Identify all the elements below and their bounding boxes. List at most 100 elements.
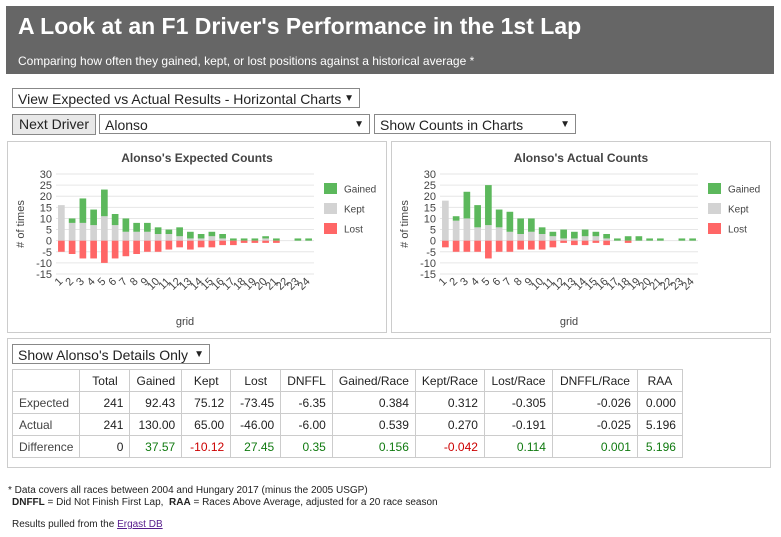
bar-gained: [581, 229, 589, 237]
table-cell: 0.384: [331, 391, 416, 414]
legend-swatch: [324, 223, 337, 234]
table-header: DNFFL: [280, 369, 333, 392]
x-tick-label: 8: [512, 276, 525, 289]
bar-kept: [463, 218, 471, 241]
chart-title: Alonso's Actual Counts: [514, 151, 649, 165]
x-tick-label: 2: [63, 276, 76, 289]
driver-select[interactable]: Alonso ▼: [99, 114, 370, 134]
table-cell: 130.00: [129, 413, 183, 436]
bar-gained: [165, 229, 173, 234]
table-cell: -0.305: [483, 391, 553, 414]
legend-label: Lost: [344, 225, 363, 236]
y-tick-label: 25: [40, 180, 52, 192]
table-cell: -0.042: [414, 435, 485, 458]
y-tick-label: 30: [40, 169, 52, 181]
table-cell: 0.312: [414, 391, 485, 414]
bar-lost: [262, 240, 269, 243]
bar-lost: [517, 240, 524, 250]
counts-select[interactable]: Show Counts in Charts ▼: [374, 114, 576, 134]
table-cell: -0.191: [483, 413, 553, 436]
page-subtitle: Comparing how often they gained, kept, o…: [18, 54, 475, 68]
bar-gained: [90, 209, 97, 226]
legend-swatch: [324, 203, 337, 214]
bar-lost: [90, 240, 97, 259]
table-header: [11, 369, 81, 392]
details-select[interactable]: Show Alonso's Details Only ▼: [12, 344, 210, 364]
bar-gained: [624, 236, 632, 241]
bar-kept: [208, 236, 216, 241]
dnffl-definition: = Did Not Finish First Lap,: [44, 497, 169, 508]
table-cell: 241: [79, 391, 131, 414]
bar-kept: [592, 236, 600, 241]
view-select[interactable]: View Expected vs Actual Results - Horizo…: [12, 88, 360, 108]
legend-swatch: [708, 203, 721, 214]
bar-lost: [452, 240, 460, 252]
bar-kept: [111, 225, 119, 241]
bar-gained: [646, 238, 653, 241]
bar-kept: [495, 227, 503, 241]
bar-lost: [240, 240, 248, 243]
y-tick-label: -10: [420, 258, 436, 270]
bar-gained: [603, 234, 610, 239]
next-driver-button[interactable]: Next Driver: [12, 114, 96, 135]
bar-gained: [689, 238, 696, 241]
raa-term: RAA: [169, 497, 191, 508]
x-tick-label: 4: [85, 276, 98, 289]
x-axis-label: grid: [560, 316, 578, 328]
bar-kept: [58, 205, 65, 241]
ergast-db-link[interactable]: Ergast DB: [117, 519, 163, 530]
x-tick-label: 24: [296, 276, 313, 293]
table-cell: -6.35: [280, 391, 333, 414]
table-cell: 0.000: [636, 391, 683, 414]
bar-gained: [197, 234, 205, 239]
bar-lost: [122, 240, 130, 257]
bar-gained: [208, 231, 216, 237]
details-select-value: Show Alonso's Details Only: [18, 347, 188, 363]
table-cell: 27.45: [230, 435, 282, 458]
table-header: Gained: [129, 369, 183, 392]
bar-lost: [485, 240, 492, 259]
legend-label: Kept: [344, 205, 365, 216]
chevron-down-icon: ▼: [354, 119, 364, 130]
bar-gained: [678, 238, 686, 241]
bar-lost: [187, 240, 194, 250]
bar-gained: [187, 231, 194, 239]
expected-counts-chart: Alonso's Expected Counts302520151050-5-1…: [15, 151, 376, 328]
y-tick-label: 30: [424, 169, 436, 181]
bar-kept: [442, 200, 449, 241]
bar-kept: [122, 231, 130, 241]
bar-gained: [133, 222, 140, 232]
y-tick-label: -10: [36, 258, 52, 270]
table-cell: 65.00: [181, 413, 232, 436]
bar-gained: [68, 218, 76, 223]
x-tick-label: 1: [53, 276, 66, 289]
bar-lost: [581, 240, 589, 246]
footnote-definitions: DNFFL = Did Not Finish First Lap, RAA = …: [12, 497, 438, 508]
bar-gained: [122, 218, 130, 232]
bar-gained: [485, 185, 492, 226]
table-header: DNFFL/Race: [551, 369, 638, 392]
bar-kept: [90, 225, 97, 241]
y-tick-label: -5: [426, 247, 436, 259]
actual-chart-panel: Alonso's Actual Counts 30 25 20 15 10 5 0 -5 -10-…: [391, 141, 771, 333]
view-select-value: View Expected vs Actual Results - Horizo…: [18, 91, 342, 107]
bar-gained: [240, 238, 248, 241]
table-cell: 0.35: [280, 435, 333, 458]
bar-gained: [657, 238, 664, 241]
x-tick-label: 7: [501, 276, 514, 289]
bar-kept: [549, 236, 557, 241]
table-cell: 0.156: [331, 435, 416, 458]
table-cell: -46.00: [230, 413, 282, 436]
bar-kept: [517, 234, 524, 241]
bar-kept: [154, 234, 162, 241]
bar-lost: [495, 240, 503, 252]
bar-lost: [463, 240, 471, 252]
bar-kept: [133, 231, 140, 241]
bar-gained: [305, 238, 312, 241]
x-tick-label: 2: [447, 276, 460, 289]
chevron-down-icon: ▼: [344, 93, 354, 104]
bar-gained: [614, 238, 621, 241]
bar-gained: [251, 238, 259, 241]
table-header-row: Total Gained Kept Lost DNFFL Gained/Race…: [11, 369, 683, 392]
y-tick-label: 15: [424, 202, 436, 214]
